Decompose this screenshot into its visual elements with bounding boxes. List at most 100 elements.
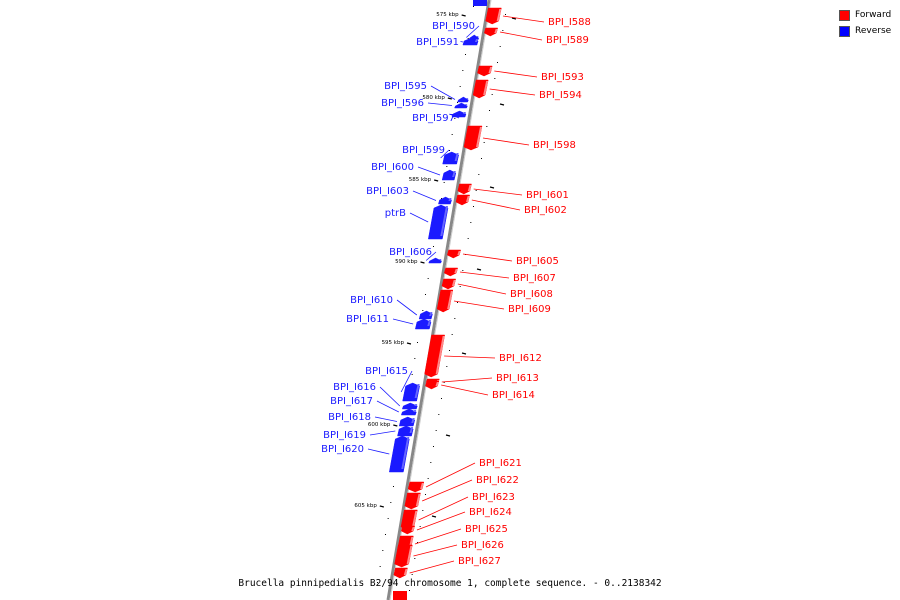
gene-bpi-i595[interactable]: BPI_I595 (384, 81, 469, 103)
gene-glyph[interactable] (407, 481, 425, 493)
gene-label[interactable]: BPI_I602 (524, 205, 567, 216)
gene-bpi-i608[interactable]: BPI_I608 (441, 278, 553, 300)
gene-glyph[interactable] (428, 204, 449, 240)
gene-glyph[interactable] (400, 408, 417, 416)
gene-label[interactable]: BPI_I600 (371, 162, 414, 173)
gene-label[interactable]: BPI_I616 (333, 382, 376, 393)
gene-bpi-i603[interactable]: BPI_I603 (366, 186, 452, 205)
gene-label[interactable]: BPI_I607 (513, 273, 556, 284)
gene-label[interactable]: BPI_I613 (496, 373, 539, 384)
gene-glyph[interactable] (397, 425, 414, 437)
gene-bpi-i612[interactable]: BPI_I612 (424, 334, 542, 378)
gene-label[interactable]: BPI_I603 (366, 186, 409, 197)
gene-label[interactable]: BPI_I597 (412, 113, 455, 124)
gene-label[interactable]: BPI_I605 (516, 256, 559, 267)
gene-label[interactable]: BPI_I611 (346, 314, 389, 325)
gene-glyph[interactable] (462, 37, 479, 46)
gene-label[interactable]: BPI_I619 (323, 430, 366, 441)
gene-label[interactable]: BPI_I599 (402, 145, 445, 156)
gene-glyph[interactable] (418, 310, 433, 320)
gene-label[interactable]: ptrB (385, 208, 406, 219)
gene-bpi-i616[interactable]: BPI_I616 (333, 382, 418, 410)
gene-glyph[interactable] (401, 525, 415, 535)
gene-bpi-i627[interactable]: BPI_I627 (393, 556, 501, 579)
gene-bpi-i600[interactable]: BPI_I600 (371, 162, 457, 181)
gene-bpi-i597[interactable]: BPI_I597 (412, 110, 467, 124)
gene-bpi-i596[interactable]: BPI_I596 (381, 98, 468, 109)
gene-label[interactable]: BPI_I589 (546, 35, 589, 46)
gene-bpi-i624[interactable]: BPI_I624 (401, 507, 512, 535)
gene-label[interactable]: BPI_I610 (350, 295, 393, 306)
gene-bpi-i611[interactable]: BPI_I611 (346, 314, 432, 330)
gene-bpi-i619[interactable]: BPI_I619 (323, 425, 414, 441)
gene-glyph[interactable] (447, 249, 461, 259)
gene-label[interactable]: BPI_I594 (539, 90, 582, 101)
gene-bpi-i594[interactable]: BPI_I594 (472, 79, 582, 101)
gene-label[interactable]: BPI_I621 (479, 458, 522, 469)
gene-glyph[interactable] (444, 267, 458, 277)
gene-glyph[interactable] (415, 318, 432, 330)
gene-label[interactable]: BPI_I627 (458, 556, 501, 567)
gene-bpi-i602[interactable]: BPI_I602 (455, 194, 567, 216)
gene-label[interactable]: BPI_I588 (548, 17, 591, 28)
gene-bpi-i609[interactable]: BPI_I609 (436, 289, 551, 315)
gene-glyph[interactable] (454, 102, 468, 109)
gene-bpi-i588[interactable]: BPI_I588 (485, 7, 591, 28)
gene-bpi-i605[interactable]: BPI_I605 (447, 249, 559, 267)
gene-label[interactable]: BPI_I593 (541, 72, 584, 83)
gene-bpi-i618[interactable]: BPI_I618 (328, 412, 416, 427)
gene-label[interactable]: BPI_I601 (526, 190, 569, 201)
gene-glyph[interactable] (424, 334, 445, 378)
gene-glyph[interactable] (425, 380, 440, 390)
gene-bpi-i607[interactable]: BPI_I607 (444, 267, 556, 284)
gene-label[interactable]: BPI_I595 (384, 81, 427, 92)
gene-bpi-i622[interactable]: BPI_I622 (404, 475, 519, 510)
gene-bpi-i593[interactable]: BPI_I593 (477, 65, 584, 83)
gene-glyph[interactable] (477, 65, 493, 77)
gene-bpi-i617[interactable]: BPI_I617 (330, 396, 417, 416)
gene-label[interactable]: BPI_I598 (533, 140, 576, 151)
gene-label[interactable]: BPI_I624 (469, 507, 512, 518)
gene-ptrb[interactable]: ptrB (385, 204, 449, 240)
gene-label[interactable]: BPI_I606 (389, 247, 432, 258)
gene-bpi-i623[interactable]: BPI_I623 (400, 492, 515, 531)
gene-label[interactable]: BPI_I618 (328, 412, 371, 423)
gene-bpi-i615[interactable]: BPI_I615 (365, 366, 420, 402)
gene-glyph[interactable] (438, 196, 452, 205)
gene-glyph[interactable] (441, 278, 456, 290)
gene-glyph[interactable] (428, 257, 442, 264)
gene-bpi-i610[interactable]: BPI_I610 (350, 295, 433, 320)
gene-bpi-i614[interactable]: BPI_I614 (425, 380, 535, 401)
gene-label[interactable]: BPI_I626 (461, 540, 504, 551)
gene-label[interactable]: BPI_I591 (416, 37, 459, 48)
gene-label[interactable]: BPI_I622 (476, 475, 519, 486)
gene-glyph[interactable] (398, 416, 416, 427)
gene-label[interactable]: BPI_I623 (472, 492, 515, 503)
gene-label[interactable]: BPI_I609 (508, 304, 551, 315)
gene-label[interactable]: BPI_I617 (330, 396, 373, 407)
gene-glyph[interactable] (455, 194, 470, 206)
gene-label[interactable]: BPI_I625 (465, 524, 508, 535)
gene-label[interactable]: BPI_I612 (499, 353, 542, 364)
gene-bpi-i620[interactable]: BPI_I620 (321, 435, 410, 473)
gene-bpi-i599[interactable]: BPI_I599 (402, 145, 459, 165)
gene-label[interactable]: BPI_I615 (365, 366, 408, 377)
gene-label[interactable]: BPI_I590 (432, 21, 475, 32)
gene-label[interactable]: BPI_I620 (321, 444, 364, 455)
gene-bpi-i601[interactable]: BPI_I601 (457, 183, 569, 201)
gene-glyph[interactable] (389, 435, 410, 473)
gene-label[interactable]: BPI_I596 (381, 98, 424, 109)
gene-bpi-i598[interactable]: BPI_I598 (463, 125, 576, 151)
gene-bpi-i591[interactable]: BPI_I591 (416, 37, 479, 48)
gene-bpi-i626[interactable]: BPI_I626 (394, 540, 504, 568)
gene-bpi-i606[interactable]: BPI_I606 (389, 247, 442, 264)
gene-bpi-i621[interactable]: BPI_I621 (407, 458, 522, 493)
gene-glyph[interactable] (401, 402, 418, 410)
gene-glyph[interactable] (441, 169, 457, 181)
gene-bpi-i589[interactable]: BPI_I589 (484, 27, 589, 46)
gene-label[interactable]: BPI_I614 (492, 390, 535, 401)
gene-label[interactable]: BPI_I608 (510, 289, 553, 300)
gene-glyph[interactable] (393, 567, 408, 579)
gene-glyph[interactable] (457, 96, 469, 103)
gene-glyph[interactable] (451, 110, 467, 118)
